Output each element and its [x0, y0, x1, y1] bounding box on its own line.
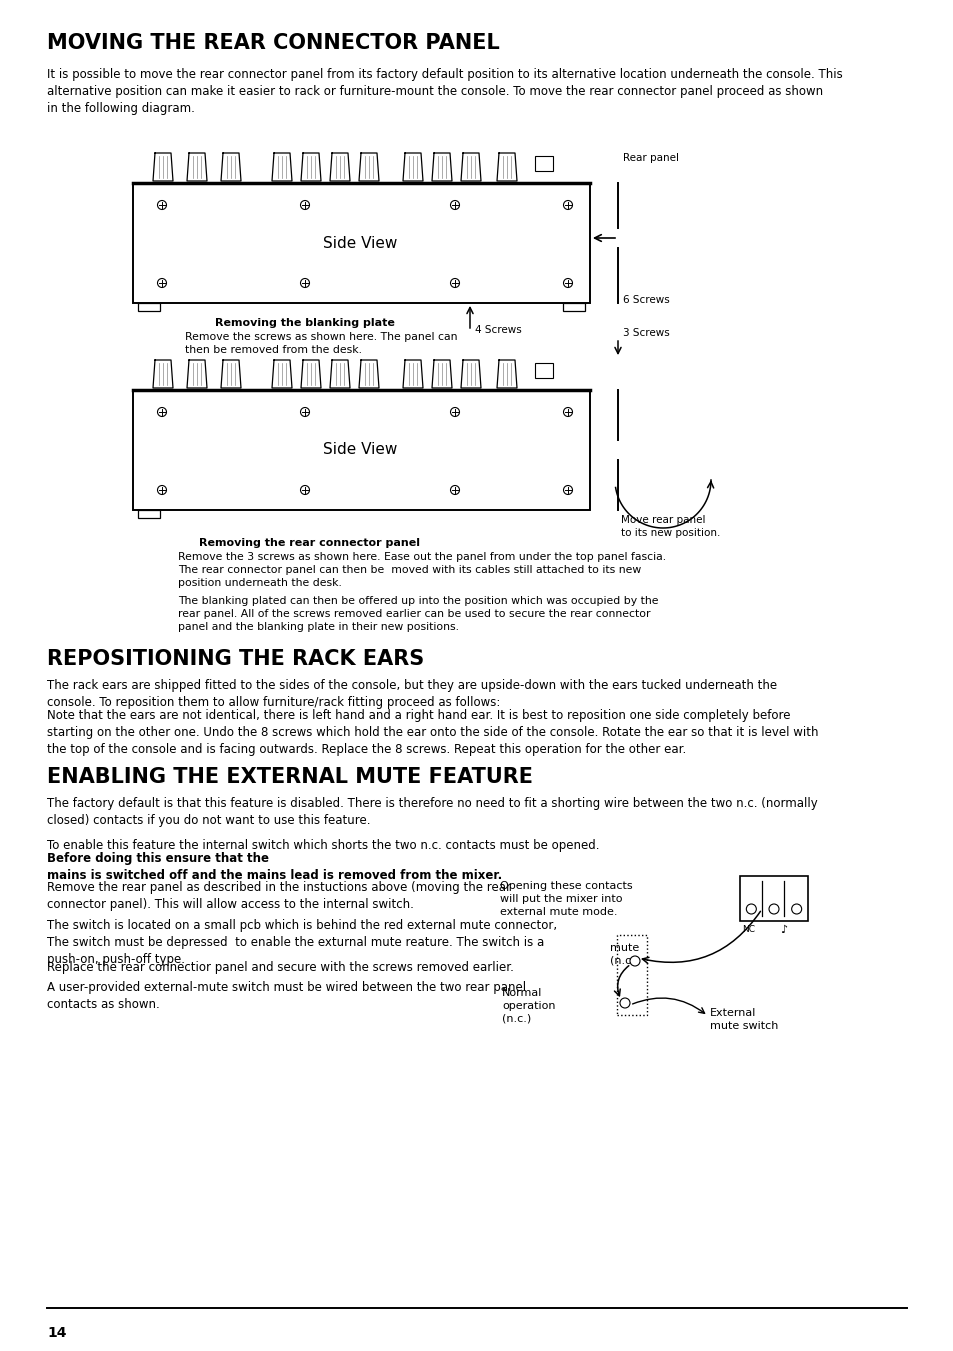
Circle shape	[157, 200, 167, 209]
Polygon shape	[330, 153, 350, 181]
Text: Note that the ears are not identical, there is left hand and a right hand ear. I: Note that the ears are not identical, th…	[47, 709, 818, 755]
Text: MOVING THE REAR CONNECTOR PANEL: MOVING THE REAR CONNECTOR PANEL	[47, 32, 499, 53]
Circle shape	[300, 408, 309, 416]
Bar	[138, 303, 160, 311]
Circle shape	[157, 408, 167, 416]
Circle shape	[157, 485, 167, 494]
Bar	[138, 509, 160, 517]
Circle shape	[768, 904, 779, 915]
Text: Side View: Side View	[322, 235, 396, 250]
Circle shape	[563, 278, 572, 288]
Polygon shape	[187, 153, 207, 181]
Text: 6 Screws: 6 Screws	[622, 295, 669, 305]
Bar	[535, 155, 553, 172]
Text: Opening these contacts
will put the mixer into
external mute mode.: Opening these contacts will put the mixe…	[499, 881, 632, 917]
Text: Before doing this ensure that the
mains is switched off and the mains lead is re: Before doing this ensure that the mains …	[47, 852, 501, 882]
Polygon shape	[432, 359, 452, 388]
Polygon shape	[432, 153, 452, 181]
Polygon shape	[497, 359, 517, 388]
Polygon shape	[497, 153, 517, 181]
Circle shape	[300, 278, 309, 288]
Polygon shape	[272, 359, 292, 388]
Polygon shape	[460, 153, 480, 181]
Text: Normal
operation
(n.c.): Normal operation (n.c.)	[501, 988, 555, 1024]
Circle shape	[563, 408, 572, 416]
Text: The rack ears are shipped fitted to the sides of the console, but they are upsid: The rack ears are shipped fitted to the …	[47, 680, 777, 709]
Bar	[617, 935, 646, 1015]
Text: To enable this feature the internal switch which shorts the two n.c. contacts mu: To enable this feature the internal swit…	[47, 839, 602, 852]
Text: ♪: ♪	[780, 925, 786, 935]
Text: Remove the screws as shown here. The panel can
then be removed from the desk.: Remove the screws as shown here. The pan…	[185, 332, 457, 355]
Circle shape	[629, 957, 639, 966]
Circle shape	[563, 485, 572, 494]
Text: Replace the rear connectior panel and secure with the screws removed earlier.: Replace the rear connectior panel and se…	[47, 961, 514, 974]
Polygon shape	[358, 359, 378, 388]
Text: External
mute switch: External mute switch	[709, 1008, 778, 1031]
Text: NC: NC	[741, 925, 754, 934]
Text: mute
(n.o.): mute (n.o.)	[610, 943, 639, 966]
Text: It is possible to move the rear connector panel from its factory default positio: It is possible to move the rear connecto…	[47, 68, 841, 115]
Circle shape	[450, 200, 459, 209]
Bar	[132, 182, 589, 303]
Text: 3 Screws: 3 Screws	[622, 328, 669, 338]
Bar	[740, 875, 807, 921]
Circle shape	[300, 200, 309, 209]
Polygon shape	[152, 153, 172, 181]
Circle shape	[450, 408, 459, 416]
Text: ENABLING THE EXTERNAL MUTE FEATURE: ENABLING THE EXTERNAL MUTE FEATURE	[47, 767, 533, 788]
Polygon shape	[358, 153, 378, 181]
Bar	[562, 303, 584, 311]
Circle shape	[619, 998, 629, 1008]
Text: A user-provided external-mute switch must be wired between the two rear panel
co: A user-provided external-mute switch mus…	[47, 981, 525, 1011]
Text: Rear panel: Rear panel	[622, 153, 679, 163]
Polygon shape	[221, 359, 241, 388]
Text: The factory default is that this feature is disabled. There is therefore no need: The factory default is that this feature…	[47, 797, 817, 827]
Polygon shape	[460, 359, 480, 388]
Circle shape	[563, 200, 572, 209]
Polygon shape	[272, 153, 292, 181]
Circle shape	[791, 904, 801, 915]
Text: 14: 14	[47, 1325, 67, 1340]
Text: The blanking plated can then be offered up into the position which was occupied : The blanking plated can then be offered …	[178, 596, 658, 632]
Bar	[132, 390, 589, 509]
Polygon shape	[402, 153, 422, 181]
Text: The switch is located on a small pcb which is behind the red external mute conne: The switch is located on a small pcb whi…	[47, 919, 557, 966]
Circle shape	[745, 904, 756, 915]
Polygon shape	[301, 359, 320, 388]
Text: Removing the rear connector panel: Removing the rear connector panel	[199, 538, 420, 549]
Circle shape	[450, 485, 459, 494]
Text: 4 Screws: 4 Screws	[475, 326, 521, 335]
Polygon shape	[152, 359, 172, 388]
Polygon shape	[187, 359, 207, 388]
Bar	[535, 363, 553, 378]
Circle shape	[300, 485, 309, 494]
Text: Move rear panel
to its new position.: Move rear panel to its new position.	[620, 515, 720, 538]
Text: Removing the blanking plate: Removing the blanking plate	[214, 317, 395, 328]
Polygon shape	[301, 153, 320, 181]
Polygon shape	[402, 359, 422, 388]
Text: Side View: Side View	[322, 443, 396, 458]
Circle shape	[157, 278, 167, 288]
Text: Remove the 3 screws as shown here. Ease out the panel from under the top panel f: Remove the 3 screws as shown here. Ease …	[178, 553, 665, 588]
Circle shape	[450, 278, 459, 288]
Polygon shape	[221, 153, 241, 181]
Text: REPOSITIONING THE RACK EARS: REPOSITIONING THE RACK EARS	[47, 648, 424, 669]
Polygon shape	[330, 359, 350, 388]
Text: Remove the rear panel as described in the instuctions above (moving the rear
con: Remove the rear panel as described in th…	[47, 881, 511, 911]
